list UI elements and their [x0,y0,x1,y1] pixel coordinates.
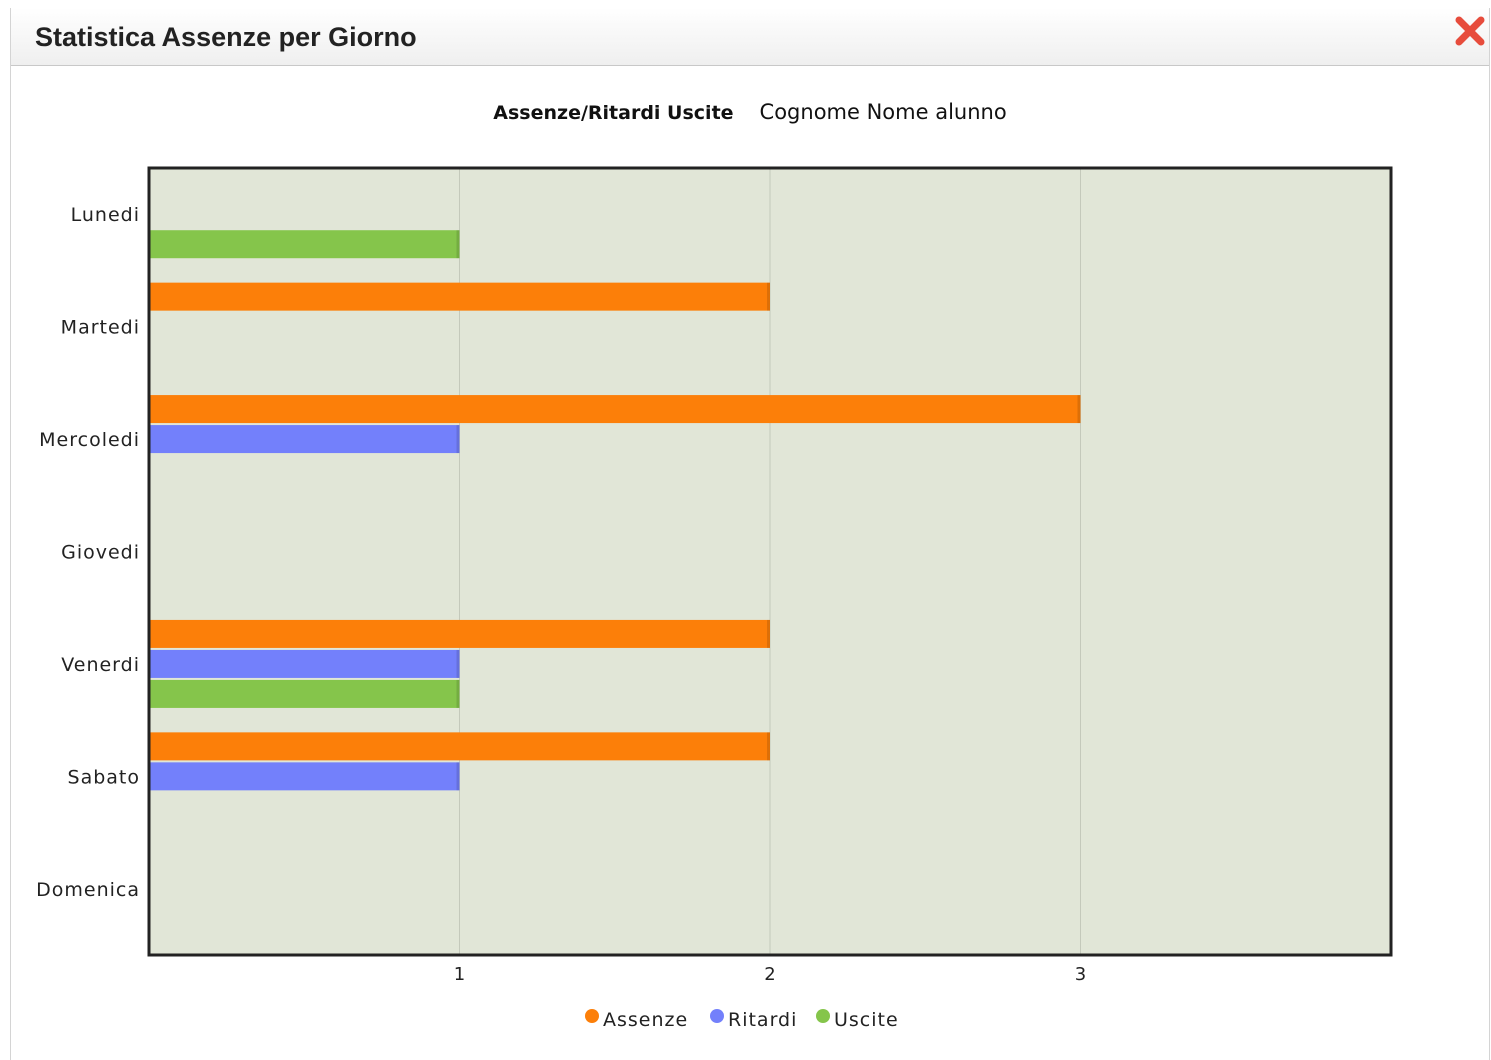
category-label: Lunedi [71,204,140,226]
category-label: Venerdi [61,654,140,676]
bar-edge [456,762,460,791]
bar-edge [767,732,770,761]
category-label: Domenica [36,879,140,901]
bar-edge [767,282,770,311]
bar-edge [456,425,460,454]
close-icon[interactable] [1451,12,1489,50]
bar-edge [456,230,460,259]
x-tick-label: 1 [454,964,465,985]
legend-swatch-uscite [816,1009,830,1023]
bar-uscite-venerdi [149,679,460,708]
category-label: Martedi [61,317,140,339]
legend-swatch-assenze [585,1009,599,1023]
category-label: Mercoledi [39,429,140,451]
bar-edge [767,619,770,648]
legend-label-assenze: Assenze [603,1009,688,1031]
category-label: Giovedi [61,542,140,564]
student-name: Cognome Nome alunno [759,100,1007,124]
chart-header-label: Assenze/Ritardi Uscite [493,102,734,124]
dialog-title: Statistica Assenze per Giorno [35,22,417,52]
chart-header: Assenze/Ritardi Uscite Cognome Nome alunn… [11,100,1489,124]
bar-ritardi-sabato [149,762,460,791]
bar-uscite-lunedi [149,230,460,259]
bar-edge [456,649,460,678]
legend-label-ritardi: Ritardi [728,1009,797,1031]
bar-edge [456,679,460,708]
plot-border [147,166,1393,957]
bar-ritardi-mercoledi [149,425,460,454]
dialog-titlebar: Statistica Assenze per Giorno [11,8,1489,66]
x-tick-label: 2 [764,964,775,985]
bar-assenze-venerdi [149,619,770,648]
bar-assenze-sabato [149,732,770,761]
legend-swatch-ritardi [710,1009,724,1023]
x-tick-label: 3 [1075,964,1086,985]
bar-assenze-martedi [149,282,770,311]
legend-label-uscite: Uscite [834,1009,899,1031]
bar-assenze-mercoledi [149,395,1081,424]
bar-ritardi-venerdi [149,649,460,678]
category-label: Sabato [68,766,140,788]
bar-edge [1077,395,1081,424]
